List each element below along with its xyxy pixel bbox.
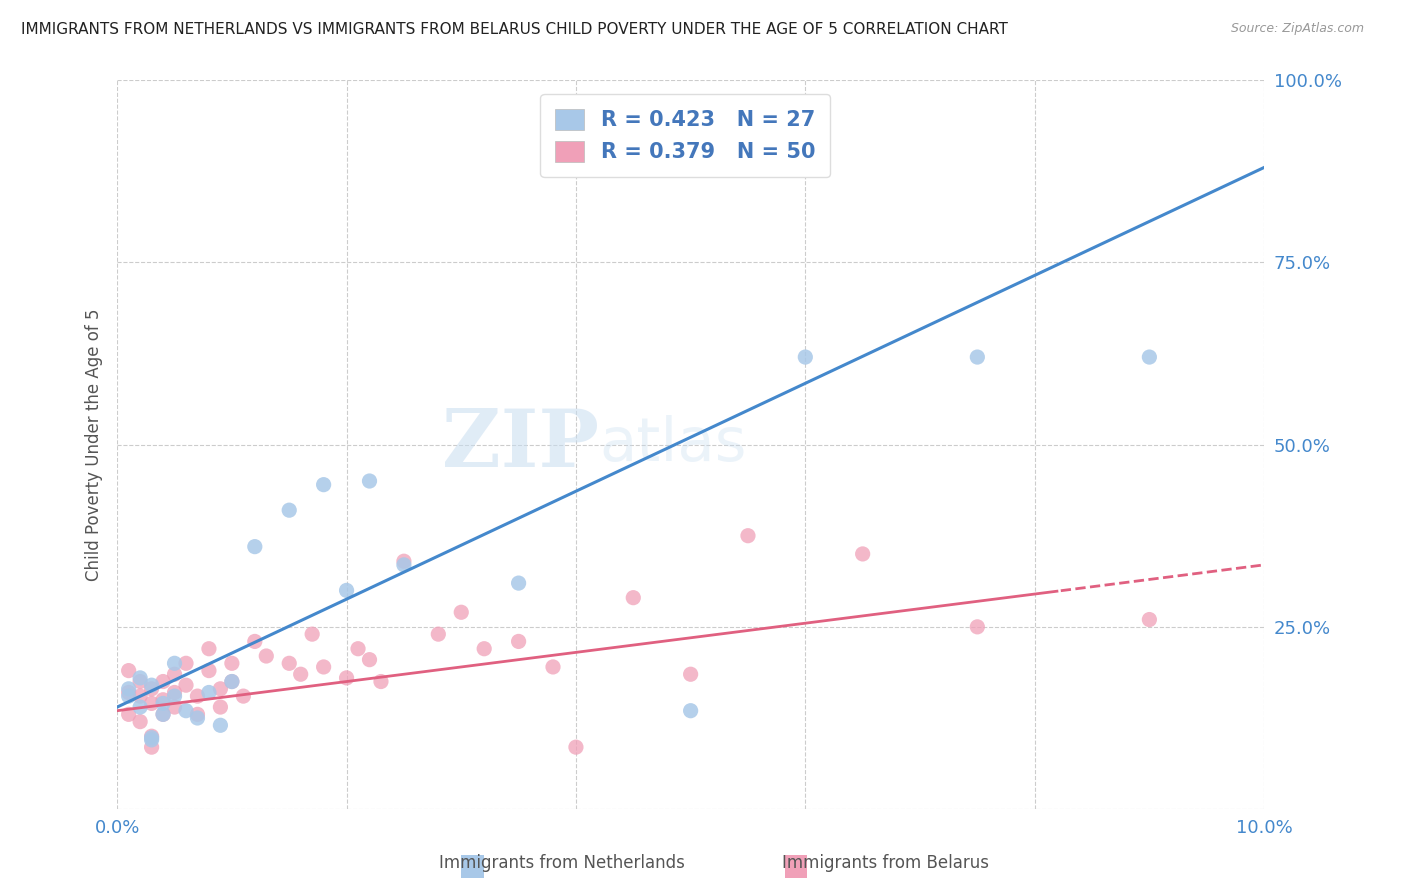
Point — [243, 540, 266, 554]
Point — [679, 667, 702, 681]
Point — [565, 740, 588, 755]
Point — [152, 674, 174, 689]
Point — [312, 660, 335, 674]
Point — [450, 605, 472, 619]
Legend: R = 0.423   N = 27, R = 0.379   N = 50: R = 0.423 N = 27, R = 0.379 N = 50 — [540, 94, 830, 177]
Text: IMMIGRANTS FROM NETHERLANDS VS IMMIGRANTS FROM BELARUS CHILD POVERTY UNDER THE A: IMMIGRANTS FROM NETHERLANDS VS IMMIGRANT… — [21, 22, 1008, 37]
Point — [118, 689, 141, 703]
Point — [243, 634, 266, 648]
Point — [966, 350, 988, 364]
Point — [278, 503, 301, 517]
Point — [335, 583, 357, 598]
Point — [301, 627, 323, 641]
Point — [209, 718, 232, 732]
Point — [290, 667, 312, 681]
Text: Source: ZipAtlas.com: Source: ZipAtlas.com — [1230, 22, 1364, 36]
Point — [198, 664, 221, 678]
Point — [1137, 613, 1160, 627]
Point — [359, 474, 381, 488]
Point — [221, 674, 243, 689]
Point — [129, 674, 152, 689]
Point — [508, 634, 530, 648]
Point — [186, 711, 208, 725]
Text: ZIP: ZIP — [441, 406, 599, 483]
Point — [392, 554, 415, 568]
Point — [472, 641, 495, 656]
Point — [186, 689, 208, 703]
Point — [141, 681, 163, 696]
Point — [118, 707, 141, 722]
Point — [163, 657, 186, 671]
Point — [141, 729, 163, 743]
Point — [209, 700, 232, 714]
Point — [794, 350, 817, 364]
Point — [427, 627, 450, 641]
Point — [163, 667, 186, 681]
Point — [679, 704, 702, 718]
Point — [359, 653, 381, 667]
Point — [737, 529, 759, 543]
Point — [370, 674, 392, 689]
Point — [118, 664, 141, 678]
Point — [347, 641, 370, 656]
Point — [141, 678, 163, 692]
Point — [852, 547, 875, 561]
Point — [508, 576, 530, 591]
Point — [163, 689, 186, 703]
Text: atlas: atlas — [599, 415, 747, 474]
Point — [335, 671, 357, 685]
Point — [163, 685, 186, 699]
Point — [118, 681, 141, 696]
Text: Immigrants from Belarus: Immigrants from Belarus — [782, 855, 990, 872]
Point — [129, 700, 152, 714]
Point — [966, 620, 988, 634]
Point — [209, 681, 232, 696]
Point — [198, 641, 221, 656]
Point — [221, 657, 243, 671]
Point — [152, 707, 174, 722]
Point — [141, 732, 163, 747]
Point — [152, 697, 174, 711]
Point — [152, 707, 174, 722]
Point — [129, 689, 152, 703]
Point — [198, 685, 221, 699]
Point — [174, 678, 197, 692]
Y-axis label: Child Poverty Under the Age of 5: Child Poverty Under the Age of 5 — [86, 309, 103, 581]
Point — [163, 700, 186, 714]
Point — [254, 648, 277, 663]
Point — [118, 685, 141, 699]
Point — [232, 689, 254, 703]
Point — [392, 558, 415, 572]
Text: Immigrants from Netherlands: Immigrants from Netherlands — [440, 855, 685, 872]
Point — [129, 714, 152, 729]
Point — [129, 671, 152, 685]
Point — [621, 591, 644, 605]
Point — [141, 740, 163, 755]
Point — [152, 692, 174, 706]
Point — [174, 704, 197, 718]
Point — [221, 674, 243, 689]
Point — [174, 657, 197, 671]
Point — [278, 657, 301, 671]
Point — [541, 660, 564, 674]
Point — [1137, 350, 1160, 364]
Point — [141, 697, 163, 711]
Point — [312, 477, 335, 491]
Point — [186, 707, 208, 722]
Point — [141, 731, 163, 745]
